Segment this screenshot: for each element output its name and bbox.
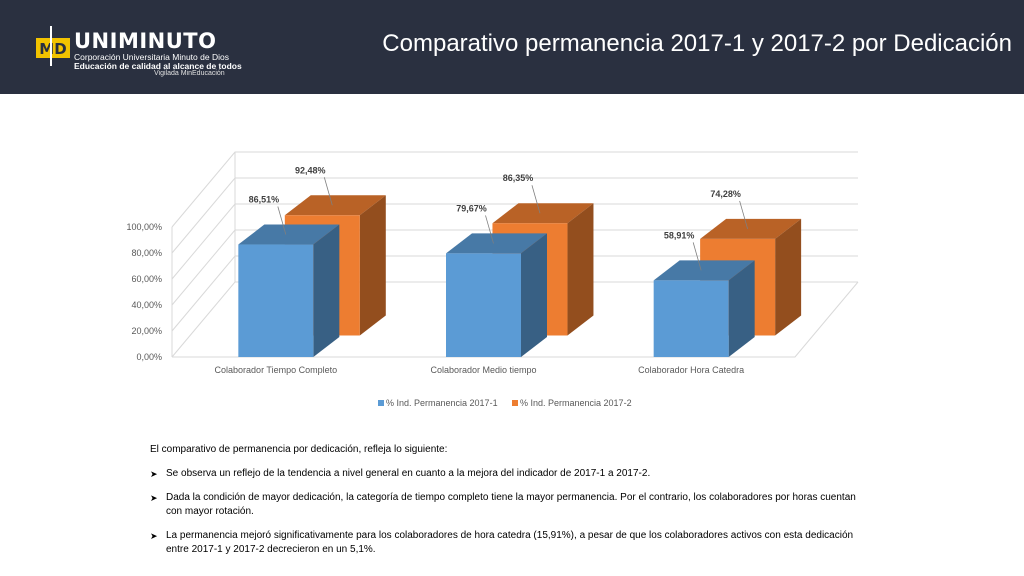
note-bullet-text: Dada la condición de mayor dedicación, l… xyxy=(166,492,856,517)
x-category-label: Colaborador Hora Catedra xyxy=(638,365,744,375)
data-label-leader xyxy=(692,242,702,271)
data-label-leader xyxy=(277,206,287,235)
bar-top xyxy=(492,203,594,224)
bar-side xyxy=(567,203,594,336)
bar-side xyxy=(728,260,755,357)
y-tick-label: 60,00% xyxy=(131,274,162,284)
bar-front xyxy=(446,253,521,357)
note-bullet-3: ➤ La permanencia mejoró significativamen… xyxy=(150,529,870,557)
legend-swatch xyxy=(512,400,518,406)
y-axis-ticks: 0,00% 20,00% 40,00% 60,00% 80,00% 100,00% xyxy=(126,222,162,362)
y-tick-label: 40,00% xyxy=(131,300,162,310)
header-bar: MD UNIMINUTO Corporación Universitaria M… xyxy=(0,0,1024,94)
data-label-leader xyxy=(485,215,494,244)
data-label-leader xyxy=(739,200,749,230)
arrowhead-bullet-icon: ➤ xyxy=(150,493,158,503)
arrowhead-bullet-icon: ➤ xyxy=(150,469,158,479)
data-label: 58,91% xyxy=(664,230,695,240)
logo-vigilada: Vigilada MinEducación xyxy=(154,70,225,77)
notes-section: El comparativo de permanencia por dedica… xyxy=(150,443,870,567)
chart-legend: % Ind. Permanencia 2017-1 % Ind. Permanen… xyxy=(378,398,632,408)
md-logo-mark-icon: MD xyxy=(36,26,70,66)
uniminuto-logo: MD UNIMINUTO Corporación Universitaria M… xyxy=(36,24,242,88)
data-label: 92,48% xyxy=(295,165,326,175)
chart-gridlines xyxy=(171,151,859,358)
note-bullet-2: ➤ Dada la condición de mayor dedicación,… xyxy=(150,491,870,519)
y-tick-label: 20,00% xyxy=(131,326,162,336)
bar-front xyxy=(653,280,729,357)
chart-bars: 92,48% 86,51% 86,35% 79,67% 74,28% 58,91% xyxy=(238,165,802,357)
bar-top xyxy=(238,224,340,245)
bar-top xyxy=(653,260,755,281)
y-tick-label: 80,00% xyxy=(131,248,162,258)
floor-edge xyxy=(172,281,859,358)
bar-top xyxy=(700,218,802,239)
note-bullet-text: Se observa un reflejo de la tendencia a … xyxy=(166,468,651,479)
bar-side xyxy=(359,195,386,336)
x-category-label: Colaborador Tiempo Completo xyxy=(215,365,338,375)
logo-mark-text: MD xyxy=(39,40,66,58)
data-label: 86,35% xyxy=(503,173,534,183)
data-label-leader xyxy=(531,185,541,214)
bar-side xyxy=(313,224,340,357)
page-title: Comparativo permanencia 2017-1 y 2017-2 … xyxy=(382,30,1012,57)
y-tick-label: 0,00% xyxy=(136,352,162,362)
data-label-leader xyxy=(323,177,333,206)
x-category-label: Colaborador Medio tiempo xyxy=(430,365,536,375)
legend-label: % Ind. Permanencia 2017-1 xyxy=(386,398,498,408)
y-tick-label: 100,00% xyxy=(126,222,162,232)
bar-side xyxy=(775,218,802,336)
legend-label: % Ind. Permanencia 2017-2 xyxy=(520,398,632,408)
note-bullet-1: ➤ Se observa un reflejo de la tendencia … xyxy=(150,467,870,481)
arrowhead-bullet-icon: ➤ xyxy=(150,531,158,541)
data-label: 74,28% xyxy=(710,189,741,199)
logo-name: UNIMINUTO xyxy=(74,29,217,53)
x-axis-categories: Colaborador Tiempo Completo Colaborador M… xyxy=(215,365,745,375)
bar-side xyxy=(521,233,547,357)
note-bullet-text: La permanencia mejoró significativamente… xyxy=(166,530,854,555)
data-label: 79,67% xyxy=(456,203,487,213)
bar-front xyxy=(238,244,314,357)
logo-institution: Corporación Universitaria Minuto de Dios xyxy=(74,52,229,62)
bar-top xyxy=(284,195,386,216)
data-label: 86,51% xyxy=(249,195,280,205)
bar-top xyxy=(446,233,547,254)
legend-swatch xyxy=(378,400,384,406)
permanence-3d-bar-chart: 0,00% 20,00% 40,00% 60,00% 80,00% 100,00% 92,… xyxy=(126,151,859,408)
logo-slogan: Educación de calidad al alcance de todos xyxy=(74,61,242,71)
notes-intro: El comparativo de permanencia por dedica… xyxy=(150,444,448,455)
